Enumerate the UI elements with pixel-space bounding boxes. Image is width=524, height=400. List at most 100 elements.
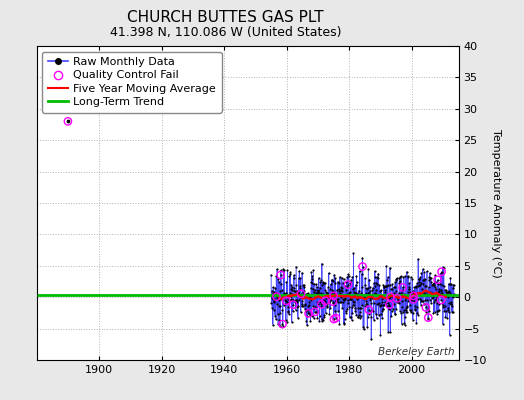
Point	[447, 281, 456, 288]
Point	[311, 304, 320, 310]
Point	[414, 279, 423, 286]
Point	[423, 268, 431, 275]
Point	[406, 307, 414, 314]
Point	[384, 282, 392, 288]
Point	[337, 284, 345, 290]
Point	[384, 328, 392, 335]
Point	[286, 297, 294, 303]
Point	[308, 273, 316, 279]
Point	[373, 280, 381, 287]
Point	[322, 310, 330, 316]
Point	[399, 284, 407, 291]
Point	[412, 284, 420, 290]
Point	[275, 317, 283, 324]
Point	[268, 296, 277, 302]
Point	[421, 297, 430, 303]
Point	[399, 284, 407, 291]
Point	[431, 296, 440, 302]
Point	[388, 294, 397, 300]
Point	[386, 264, 394, 271]
Point	[445, 300, 454, 306]
Point	[368, 295, 377, 302]
Point	[365, 276, 374, 283]
Point	[295, 268, 303, 274]
Point	[282, 298, 290, 304]
Point	[395, 280, 403, 286]
Point	[382, 283, 390, 289]
Point	[315, 290, 323, 296]
Point	[409, 288, 417, 294]
Point	[321, 286, 329, 293]
Point	[302, 312, 311, 319]
Point	[271, 290, 280, 296]
Point	[267, 272, 275, 278]
Point	[443, 292, 451, 299]
Point	[444, 309, 453, 316]
Point	[413, 312, 422, 318]
Point	[445, 332, 454, 338]
Point	[349, 298, 357, 304]
Point	[393, 295, 401, 302]
Point	[280, 292, 289, 298]
Point	[323, 293, 332, 299]
Point	[374, 294, 382, 301]
Point	[293, 288, 301, 294]
Point	[273, 293, 281, 300]
Point	[449, 294, 457, 300]
Point	[270, 299, 278, 306]
Point	[401, 307, 410, 313]
Point	[381, 287, 389, 293]
Point	[364, 289, 372, 296]
Point	[304, 299, 313, 305]
Point	[330, 316, 338, 322]
Point	[419, 276, 428, 283]
Point	[320, 280, 329, 286]
Point	[408, 297, 416, 304]
Point	[287, 281, 296, 288]
Point	[365, 307, 373, 313]
Point	[319, 279, 327, 285]
Point	[387, 291, 395, 297]
Point	[426, 288, 434, 295]
Point	[302, 292, 311, 298]
Point	[318, 316, 326, 322]
Point	[300, 294, 309, 300]
Point	[433, 277, 442, 283]
Point	[343, 306, 352, 312]
Point	[446, 281, 454, 287]
Point	[375, 282, 384, 288]
Point	[403, 289, 412, 296]
Point	[272, 294, 281, 300]
Point	[409, 296, 418, 302]
Point	[289, 297, 297, 304]
Point	[372, 291, 380, 298]
Point	[310, 287, 319, 293]
Point	[435, 301, 443, 308]
Point	[433, 294, 442, 300]
Point	[270, 288, 278, 295]
Point	[334, 299, 342, 306]
Point	[433, 300, 441, 306]
Point	[282, 290, 290, 296]
Point	[340, 297, 348, 304]
Point	[384, 300, 392, 306]
Point	[388, 286, 396, 292]
Point	[410, 306, 419, 312]
Point	[412, 320, 420, 326]
Point	[358, 264, 367, 270]
Point	[380, 283, 389, 290]
Point	[416, 291, 424, 298]
Point	[402, 305, 410, 311]
Point	[355, 268, 364, 274]
Point	[351, 282, 359, 288]
Point	[447, 299, 455, 305]
Point	[421, 276, 429, 282]
Point	[444, 305, 453, 311]
Point	[363, 285, 372, 291]
Point	[312, 294, 320, 301]
Point	[332, 298, 341, 304]
Point	[391, 288, 400, 294]
Point	[292, 282, 300, 288]
Point	[346, 296, 355, 302]
Point	[324, 295, 332, 302]
